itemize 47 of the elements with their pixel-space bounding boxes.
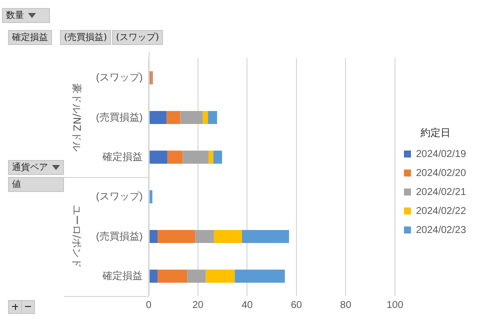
bar [149,270,158,283]
legend-label: 2024/02/23 [416,224,466,236]
bar [182,150,209,164]
y-tick-label: (売買損益) [96,111,143,124]
text: 数量 [6,11,24,21]
bar [242,230,290,244]
text: (スワップ) [116,33,160,43]
x-tick-label: 100 [386,300,404,311]
x-tick-label: 20 [192,300,204,311]
text: 豪ドル/NZドル [70,84,82,152]
x-tick-label: 80 [340,300,352,311]
y-tick-label: (売買損益) [96,230,143,242]
legend-label: 2024/02/20 [416,168,466,179]
bar [149,190,152,204]
bar [234,270,285,283]
bar [158,230,196,244]
y-tick-label: (スワップ) [96,190,143,203]
bar [206,270,235,283]
x-tick-label: 60 [290,300,302,311]
bar [214,230,242,244]
x-tick-label: 40 [242,300,254,311]
bar [158,270,188,283]
bar [180,110,203,124]
bar [213,150,222,164]
bar [149,230,158,244]
text: 値 [12,180,21,190]
text: ユーロ/ポンド [70,204,82,268]
bar [166,110,180,124]
legend-label: 2024/02/22 [416,206,466,217]
text: (売買損益) [64,33,108,43]
y-tick-label: 確定損益 [102,150,143,163]
y-tick-label: 確定損益 [102,270,143,282]
text: 通貨ペア [12,163,48,173]
legend-label: 2024/02/21 [416,186,466,198]
text: 確定損益 [12,33,48,43]
bar [187,270,206,283]
bar [167,150,183,164]
x-tick-label: 0 [146,300,152,311]
bar [149,110,167,124]
bar [202,110,208,124]
bar [149,150,168,164]
bar [208,110,218,124]
bar [195,230,214,244]
bar [208,150,214,164]
legend-label: 2024/02/19 [416,148,466,160]
legend-title: 約定日 [420,126,450,139]
y-tick-label: (スワップ) [96,72,143,84]
